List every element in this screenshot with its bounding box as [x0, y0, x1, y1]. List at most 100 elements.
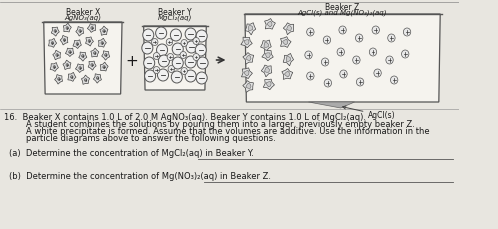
Polygon shape	[243, 52, 253, 64]
Circle shape	[105, 54, 107, 56]
Text: 16.  Beaker X contains 1.0 L of 2.0 M AgNO₃(aq). Beaker Y contains 1.0 L of MgCl: 16. Beaker X contains 1.0 L of 2.0 M AgN…	[3, 113, 366, 122]
Circle shape	[386, 56, 393, 64]
Circle shape	[196, 72, 207, 84]
Circle shape	[181, 39, 187, 46]
Polygon shape	[282, 39, 288, 45]
Polygon shape	[60, 35, 68, 45]
Polygon shape	[91, 48, 99, 57]
Circle shape	[167, 54, 174, 60]
Circle shape	[101, 42, 104, 44]
Polygon shape	[244, 71, 249, 76]
Circle shape	[166, 38, 173, 46]
Polygon shape	[246, 83, 251, 88]
Circle shape	[195, 44, 206, 56]
Polygon shape	[266, 82, 271, 87]
Circle shape	[82, 55, 84, 57]
Circle shape	[69, 51, 71, 53]
Circle shape	[185, 28, 196, 40]
Circle shape	[143, 29, 154, 41]
Polygon shape	[100, 26, 108, 35]
Circle shape	[151, 38, 158, 46]
Circle shape	[372, 26, 379, 34]
Circle shape	[321, 58, 329, 66]
Text: AgNO₃(aq): AgNO₃(aq)	[64, 14, 102, 21]
Circle shape	[88, 40, 91, 42]
Polygon shape	[286, 25, 291, 30]
Polygon shape	[100, 62, 108, 71]
Circle shape	[193, 38, 199, 44]
Circle shape	[172, 57, 183, 69]
Circle shape	[91, 27, 93, 29]
Circle shape	[323, 36, 331, 44]
Polygon shape	[265, 53, 270, 58]
Circle shape	[63, 39, 66, 41]
Text: MgCl₂(aq): MgCl₂(aq)	[158, 14, 192, 21]
Circle shape	[153, 66, 160, 74]
Circle shape	[193, 54, 199, 60]
Polygon shape	[245, 14, 440, 102]
Circle shape	[185, 70, 196, 82]
Polygon shape	[75, 64, 84, 72]
Polygon shape	[55, 74, 63, 84]
Circle shape	[185, 56, 196, 68]
Circle shape	[143, 57, 155, 69]
Polygon shape	[242, 68, 252, 79]
Polygon shape	[263, 79, 274, 90]
Circle shape	[186, 41, 197, 53]
Circle shape	[172, 43, 183, 55]
Polygon shape	[102, 51, 110, 60]
Circle shape	[66, 27, 68, 29]
Polygon shape	[264, 43, 268, 47]
Polygon shape	[283, 53, 293, 66]
Polygon shape	[53, 50, 61, 60]
Polygon shape	[87, 24, 96, 32]
Circle shape	[157, 69, 168, 81]
Text: AgCl(s): AgCl(s)	[343, 106, 396, 120]
Circle shape	[153, 52, 160, 60]
Polygon shape	[249, 26, 253, 30]
Text: AgCl(s) and Mg(NO₃)₂(aq): AgCl(s) and Mg(NO₃)₂(aq)	[298, 9, 387, 16]
Polygon shape	[267, 21, 272, 27]
Circle shape	[103, 30, 105, 32]
Polygon shape	[51, 27, 59, 36]
Polygon shape	[280, 37, 291, 47]
Circle shape	[403, 28, 411, 36]
Circle shape	[54, 30, 56, 32]
Polygon shape	[94, 74, 102, 83]
Polygon shape	[309, 102, 355, 108]
Polygon shape	[68, 72, 76, 81]
Polygon shape	[245, 23, 256, 35]
Circle shape	[196, 30, 207, 42]
Circle shape	[142, 42, 153, 54]
Circle shape	[58, 78, 60, 80]
Circle shape	[156, 27, 167, 39]
Circle shape	[79, 67, 81, 69]
Polygon shape	[86, 37, 94, 46]
Circle shape	[51, 42, 54, 44]
Circle shape	[401, 50, 409, 58]
Polygon shape	[76, 27, 84, 36]
Circle shape	[97, 77, 99, 79]
Circle shape	[158, 55, 169, 67]
Circle shape	[353, 56, 360, 64]
Polygon shape	[284, 71, 289, 77]
Circle shape	[171, 71, 182, 83]
Polygon shape	[65, 48, 74, 57]
Polygon shape	[143, 26, 206, 90]
Polygon shape	[73, 40, 81, 49]
Polygon shape	[260, 40, 271, 52]
Text: particle diagrams above to answer the following questions.: particle diagrams above to answer the fo…	[26, 134, 275, 143]
Circle shape	[94, 52, 96, 54]
Polygon shape	[48, 38, 57, 47]
Polygon shape	[44, 22, 122, 94]
Text: (a)  Determine the concentration of MgCl₂(aq) in Beaker Y.: (a) Determine the concentration of MgCl₂…	[9, 149, 254, 158]
Text: Beaker Z: Beaker Z	[326, 3, 360, 12]
Polygon shape	[261, 65, 272, 77]
Polygon shape	[264, 67, 269, 72]
Text: A white precipitate is formed. Assume that the volumes are additive. Use the inf: A white precipitate is formed. Assume th…	[26, 127, 429, 136]
Polygon shape	[246, 55, 251, 61]
Circle shape	[76, 43, 79, 45]
Text: +: +	[125, 55, 138, 69]
Circle shape	[374, 69, 381, 77]
Text: Beaker X: Beaker X	[66, 8, 100, 17]
